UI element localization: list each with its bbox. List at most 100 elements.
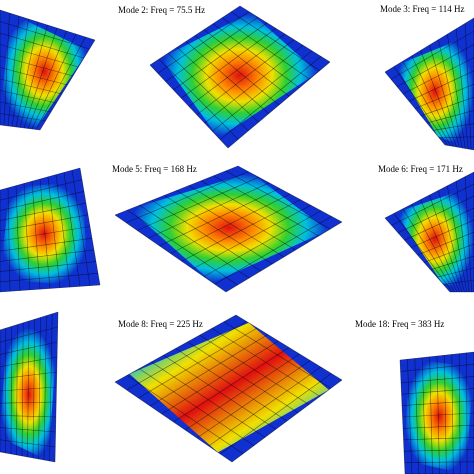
mesh-line [204,44,304,124]
plate-field [0,327,58,461]
mesh-line [54,311,59,463]
mesh-line [0,284,101,293]
mesh-line [196,39,295,116]
mesh-line [444,355,447,474]
mesh-line [455,181,470,293]
mesh-line [200,180,308,244]
mesh-line [173,347,290,423]
mesh-line [212,50,313,132]
mesh-line [31,33,77,130]
mesh-line [213,175,319,237]
mesh-line [188,185,296,251]
mesh-line [23,27,58,129]
mesh-line [0,249,95,262]
mesh-line [231,379,343,463]
mesh-line [38,317,41,460]
mesh-line [0,439,56,448]
mesh-line [32,319,36,459]
mesh-line [438,39,463,149]
plate-field [160,12,318,139]
mesh-line [0,67,68,86]
mesh-line [414,83,474,109]
mesh-line [181,199,301,262]
mesh-line [225,170,331,230]
mesh-line [447,34,466,149]
mesh-line [447,185,468,293]
mesh-line [402,424,474,429]
plates [0,5,474,474]
mesh-line [71,170,91,286]
mesh-line [0,90,57,104]
plate-field [395,186,474,292]
mesh-line [27,30,67,129]
mesh-line [170,193,291,254]
mesh-line [199,334,310,405]
mesh-line [35,36,86,130]
plate-field [129,322,329,453]
mesh-line [220,373,332,455]
mode-label: Mode 2: Freq = 75.5 Hz [118,5,205,15]
mesh-line [0,273,99,283]
mesh-line [223,321,332,389]
mesh-line [79,167,101,286]
mesh-line [451,354,454,474]
mesh-line [0,226,91,242]
mesh-line [214,216,332,285]
mesh-line [432,123,474,131]
mesh-line [430,255,474,271]
mesh-line [0,78,63,95]
mode-label: Mode 3: Freq = 114 Hz [380,4,464,14]
mesh-line [220,56,322,140]
mesh-line [187,341,299,414]
mesh-line [203,29,290,97]
mesh-line [212,23,300,89]
mesh-line [0,113,46,122]
mesh-line [0,451,56,463]
mesh-line [221,17,310,80]
mesh-line [402,412,474,418]
mesh-line [458,353,461,474]
mesh-line [464,176,472,293]
mesh-line [227,61,331,149]
mesh-line [403,449,474,452]
mesh-line [420,96,474,117]
mode-label: Mode 8: Freq = 225 Hz [118,319,203,329]
plate-field [0,13,89,130]
mesh-line [455,28,469,150]
mesh-line [417,231,474,256]
mesh-line [0,415,56,418]
mesh-line [438,190,465,293]
plate-field [404,359,474,474]
mesh-line [423,243,474,263]
mesh-line [403,437,474,441]
mesh-line [0,427,56,433]
mesh-line [47,176,61,288]
mesh-line [230,11,320,71]
mesh-line [49,313,53,462]
mesh-line [239,5,331,63]
mesh-line [225,221,343,293]
mesh-line [185,353,300,431]
mesh-line [443,279,474,285]
mesh-line [426,110,474,124]
mesh-line [188,33,286,107]
mesh-line [196,360,311,439]
mesh-line [438,136,474,138]
mode-label: Mode 6: Freq = 171 Hz [378,164,463,174]
mode-label: Mode 18: Freq = 383 Hz [355,319,444,329]
mesh-line [63,172,81,287]
mesh-line [0,386,57,392]
mesh-line [39,39,96,131]
mesh-line [466,352,468,474]
mesh-line [43,315,47,461]
mesh-line [211,328,321,397]
mesh-line [444,144,474,151]
mesh-line [436,267,474,278]
mesh-line [237,165,343,223]
mesh-line [203,210,322,277]
plate-field [129,172,329,283]
mode-label: Mode 5: Freq = 168 Hz [112,164,197,174]
mesh-line [235,314,343,381]
